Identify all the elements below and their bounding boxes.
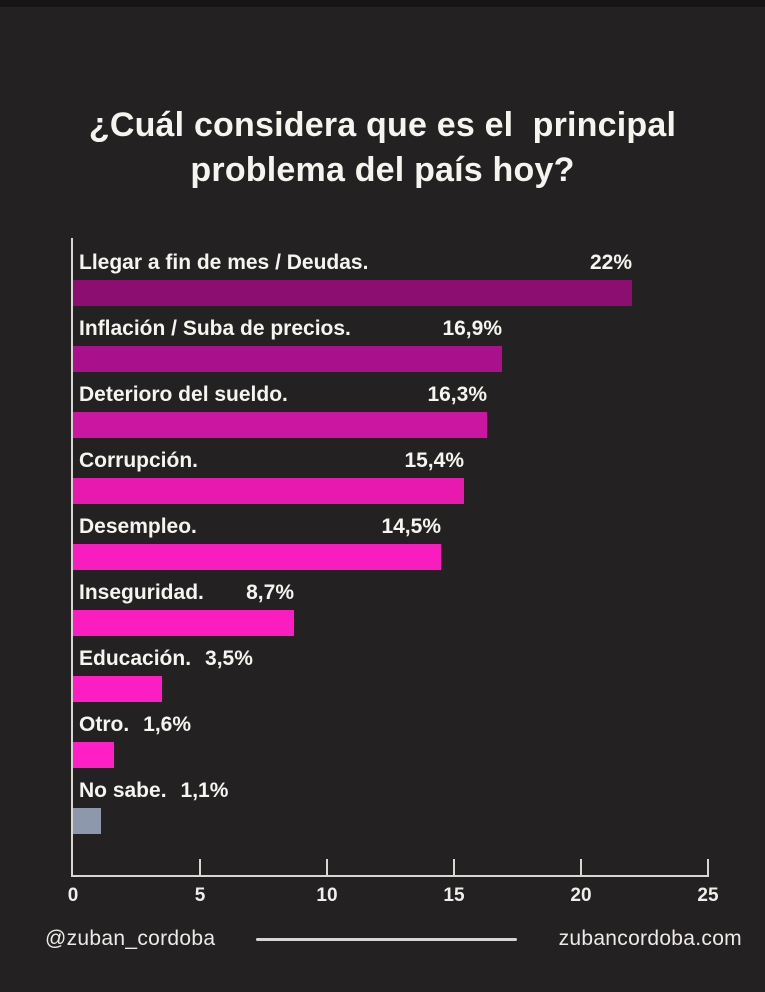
value-label: 22%: [589, 251, 632, 274]
category-label: Inseguridad.: [79, 581, 204, 604]
category-label: Deterioro del sueldo.: [79, 383, 288, 406]
top-strip: [0, 0, 765, 7]
category-label: Corrupción.: [79, 449, 198, 472]
x-tick-mark: [453, 859, 455, 875]
value-label: 1,1%: [180, 779, 229, 802]
value-label: 16,3%: [427, 383, 487, 406]
x-tick-label: 15: [443, 885, 465, 906]
category-label: Inflación / Suba de precios.: [79, 317, 351, 340]
value-label: 15,4%: [404, 449, 464, 472]
bar-label-line: Llegar a fin de mes / Deudas. 22%: [73, 250, 632, 275]
footer: @zuban_cordoba zubancordoba.com: [45, 927, 742, 951]
chart-row: Inflación / Suba de precios. 16,9%: [73, 316, 709, 382]
value-label: 3,5%: [205, 647, 253, 670]
category-label: Llegar a fin de mes / Deudas.: [79, 251, 369, 274]
bar-label-line: Inflación / Suba de precios. 16,9%: [73, 316, 502, 341]
chart-row: Deterioro del sueldo. 16,3%: [73, 382, 709, 448]
bar: [73, 280, 632, 306]
bar: [73, 346, 502, 372]
x-tick-label: 20: [570, 885, 592, 906]
chart-row: Educación. 3,5%: [73, 646, 709, 712]
bar-label-line: No sabe. 1,1%: [73, 778, 228, 803]
chart-row: Otro. 1,6%: [73, 712, 709, 778]
x-tick-label: 10: [316, 885, 338, 906]
category-label: Educación.: [79, 647, 192, 670]
bar-rows: Llegar a fin de mes / Deudas. 22% Inflació…: [73, 238, 709, 844]
bar-label-line: Inseguridad. 8,7%: [73, 580, 294, 605]
bar: [73, 742, 114, 768]
bar-label-line: Corrupción. 15,4%: [73, 448, 464, 473]
category-label: Otro.: [79, 713, 130, 736]
category-label: Desempleo.: [79, 515, 197, 538]
value-label: 16,9%: [442, 317, 502, 340]
x-tick-mark: [580, 859, 582, 875]
chart-row: Desempleo. 14,5%: [73, 514, 709, 580]
value-label: 1,6%: [143, 713, 192, 736]
value-label: 8,7%: [246, 581, 294, 604]
bar-label-line: Deterioro del sueldo. 16,3%: [73, 382, 487, 407]
chart-row: No sabe. 1,1%: [73, 778, 709, 844]
bar-label-line: Desempleo. 14,5%: [73, 514, 441, 539]
social-handle: @zuban_cordoba: [45, 927, 216, 950]
chart-row: Llegar a fin de mes / Deudas. 22%: [73, 250, 709, 316]
bar: [73, 412, 487, 438]
title-line-1: ¿Cuál considera que es el principal: [88, 105, 677, 144]
title-line-2: problema del país hoy?: [190, 151, 575, 190]
bar: [73, 610, 294, 636]
bar-label-line: Educación. 3,5%: [73, 646, 253, 671]
website-url: zubancordoba.com: [558, 927, 742, 950]
bar: [73, 676, 162, 702]
page-title: ¿Cuál considera que es el principal prob…: [20, 103, 745, 194]
bar-label-line: Otro. 1,6%: [73, 712, 191, 737]
x-tick-mark: [199, 859, 201, 875]
bar: [73, 478, 464, 504]
footer-divider: [256, 937, 518, 941]
chart-row: Corrupción. 15,4%: [73, 448, 709, 514]
bar: [73, 808, 101, 834]
x-tick-label: 0: [67, 885, 79, 906]
chart-row: Inseguridad. 8,7%: [73, 580, 709, 646]
bar-chart: Llegar a fin de mes / Deudas. 22% Inflació…: [68, 238, 719, 906]
x-tick-mark: [707, 859, 709, 875]
x-tick-label: 25: [697, 885, 719, 906]
x-axis-line: [71, 875, 709, 877]
x-tick-label: 5: [194, 885, 206, 906]
value-label: 14,5%: [381, 515, 441, 538]
x-tick-mark: [326, 859, 328, 875]
bar: [73, 544, 441, 570]
category-label: No sabe.: [79, 779, 167, 802]
